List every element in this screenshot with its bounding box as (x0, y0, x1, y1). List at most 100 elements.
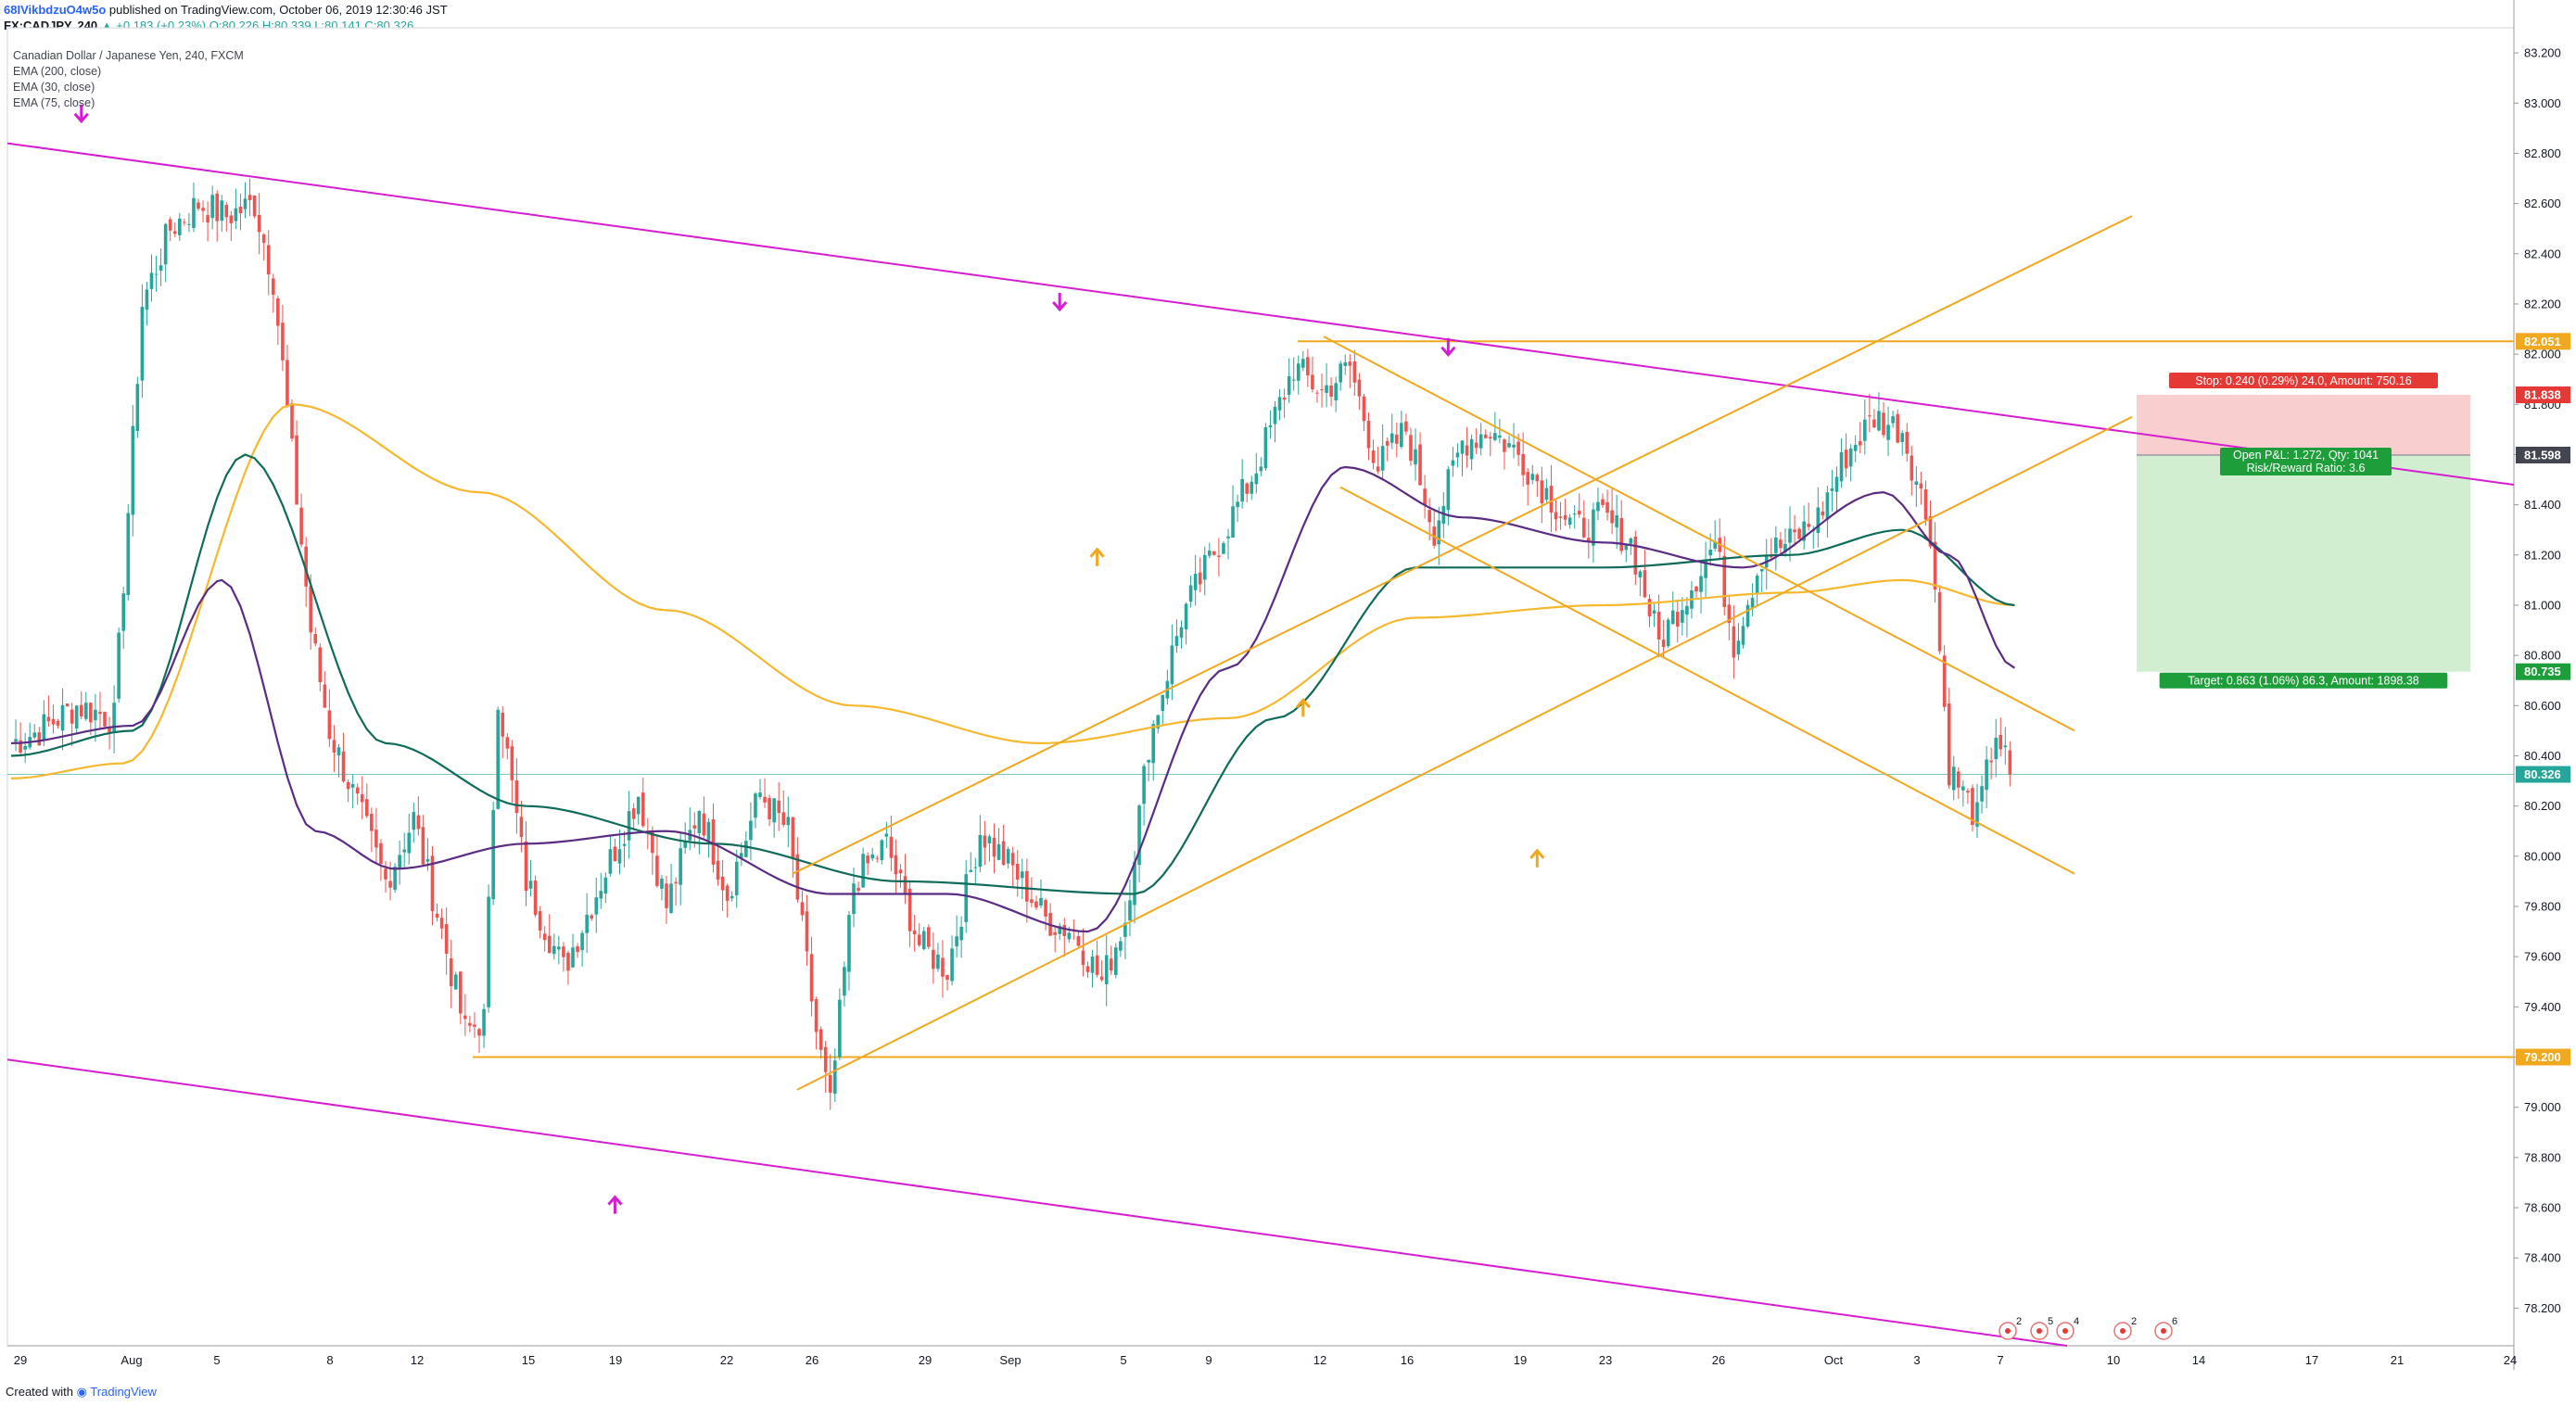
time-axis-label: 24 (2504, 1353, 2517, 1367)
time-axis-label: 3 (1913, 1353, 1920, 1367)
tradingview-link[interactable]: TradingView (90, 1385, 157, 1399)
candle-body (108, 728, 111, 733)
event-badge-icon[interactable]: 5 (2030, 1316, 2053, 1340)
time-axis-label: Oct (1824, 1353, 1844, 1367)
author-link[interactable]: 68IVikbdzuO4w5o (4, 3, 107, 17)
candle-body (463, 1015, 467, 1020)
candle-body (1296, 363, 1301, 381)
time-axis-label: 22 (720, 1353, 733, 1367)
candle-body (950, 948, 954, 982)
candle-body (1530, 474, 1535, 480)
candle-body (1647, 599, 1652, 617)
time-axis-label: 12 (411, 1353, 424, 1367)
candle-body (350, 784, 355, 788)
event-badge-icon[interactable]: 4 (2056, 1316, 2079, 1340)
candle-body (286, 360, 289, 406)
candle-body (814, 999, 818, 1032)
candle-body (444, 924, 449, 954)
price-axis-label: 81.400 (2524, 498, 2561, 512)
svg-text:80.326: 80.326 (2524, 767, 2561, 781)
candle-body (1610, 510, 1614, 524)
candle-body (969, 869, 973, 872)
candle-body (1404, 421, 1408, 432)
candle-body (533, 880, 538, 916)
candle-body (1437, 520, 1441, 545)
candle-body (1104, 955, 1109, 985)
candle-body (1090, 956, 1095, 973)
candle-body (1343, 361, 1348, 366)
candle-body (1474, 442, 1478, 449)
candle-body (571, 947, 575, 968)
candle-body (1759, 568, 1764, 572)
candle-body (1428, 510, 1431, 523)
candle-body (416, 815, 421, 830)
candle-body (744, 841, 748, 857)
price-axis-label: 79.800 (2524, 900, 2561, 914)
candle-body (374, 830, 378, 848)
candle-body (1123, 922, 1127, 937)
candle-body (996, 843, 1001, 860)
candle-body (1891, 416, 1895, 424)
candle-body (1816, 507, 1821, 534)
candle-body (487, 896, 490, 1007)
candle-body (1681, 610, 1684, 623)
candle-body (201, 208, 205, 211)
candle-body (1933, 541, 1937, 590)
candle-body (1615, 515, 1618, 528)
event-badge-icon[interactable]: 2 (1999, 1316, 2022, 1340)
candle-body (1882, 412, 1885, 436)
candle-body (1469, 438, 1474, 460)
candle-body (1119, 941, 1123, 951)
candle-body (927, 927, 931, 947)
time-axis-label: 17 (2305, 1353, 2318, 1367)
candle-body (435, 913, 439, 918)
candle-body (192, 197, 196, 229)
candle-body (103, 712, 107, 727)
candle-body (384, 868, 387, 880)
candle-body (1685, 605, 1689, 615)
legend-ema75[interactable]: EMA (75, close) (13, 96, 95, 109)
candle-body (1638, 571, 1643, 578)
candle-body (725, 885, 730, 901)
candle-body (1137, 805, 1141, 866)
candle-body (936, 954, 940, 969)
svg-text:Stop: 0.240 (0.29%) 24.0, Amou: Stop: 0.240 (0.29%) 24.0, Amount: 750.16 (2195, 374, 2412, 387)
candle-body (1222, 543, 1225, 554)
candle-body (247, 195, 252, 201)
legend-ema30[interactable]: EMA (30, close) (13, 81, 95, 94)
candle-body (42, 714, 46, 741)
candle-body (818, 1029, 823, 1050)
candle-body (1563, 514, 1567, 520)
candle-body (945, 974, 949, 981)
event-badge-icon[interactable]: 2 (2113, 1316, 2137, 1340)
svg-text:6: 6 (2172, 1316, 2177, 1327)
candle-body (1535, 475, 1540, 482)
event-badge-icon[interactable]: 6 (2154, 1316, 2177, 1340)
legend-ema200[interactable]: EMA (200, close) (13, 65, 102, 78)
candle-body (758, 792, 762, 797)
candle-body (126, 513, 131, 595)
candle-body (276, 298, 280, 326)
candle-body (1320, 389, 1324, 391)
price-axis-label: 82.200 (2524, 297, 2561, 310)
candle-body (1727, 604, 1732, 624)
candle-body (501, 712, 505, 737)
candle-body (477, 1029, 481, 1036)
price-axis-label: 82.400 (2524, 247, 2561, 260)
candle-body (809, 954, 814, 1002)
candle-body (379, 842, 383, 865)
price-axis-label: 81.200 (2524, 548, 2561, 562)
candle-body (1839, 451, 1844, 482)
channel-upper-line (6, 142, 2515, 486)
candle-body (1951, 766, 1956, 791)
candle-body (1188, 585, 1193, 602)
candle-body (622, 843, 627, 846)
ema-30-line (10, 465, 2016, 933)
candle-body (894, 855, 898, 875)
trendline (1339, 486, 2075, 875)
candle-body (852, 883, 856, 915)
stop-label: Stop: 0.240 (0.29%) 24.0, Amount: 750.16 (2169, 372, 2438, 388)
candle-body (56, 720, 60, 727)
time-axis-label: Aug (121, 1353, 142, 1367)
